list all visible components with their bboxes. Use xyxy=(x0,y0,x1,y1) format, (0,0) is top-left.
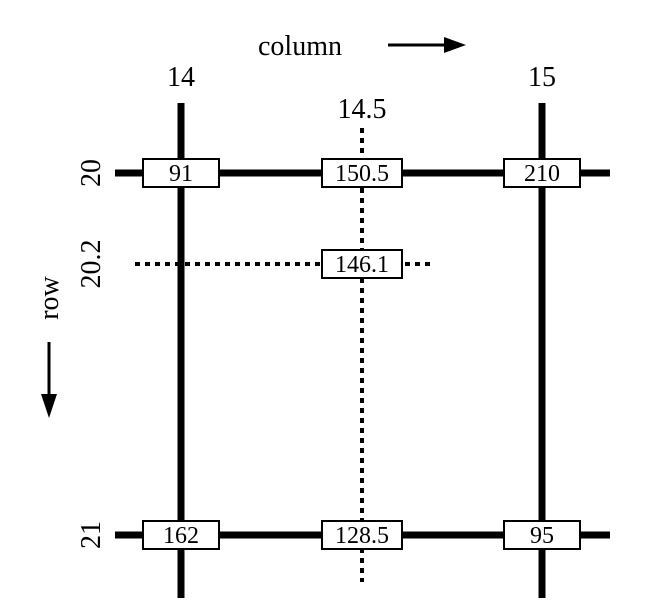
value-bottom-left: 162 xyxy=(163,523,199,549)
value-box-top-mid: 150.5 xyxy=(321,158,403,188)
column-axis-arrow-icon xyxy=(388,37,466,53)
row-axis-arrow-icon xyxy=(41,342,57,418)
value-box-top-left: 91 xyxy=(142,158,220,188)
column-label-14: 14 xyxy=(167,62,195,93)
value-box-top-right: 210 xyxy=(503,158,581,188)
row-label-20-2: 20.2 xyxy=(76,240,107,289)
value-box-bottom-mid: 128.5 xyxy=(321,520,403,550)
value-top-left: 91 xyxy=(169,161,193,187)
row-label-20: 20 xyxy=(76,159,107,187)
value-box-bottom-right: 95 xyxy=(503,520,581,550)
value-top-right: 210 xyxy=(524,161,560,187)
row-label-21: 21 xyxy=(76,521,107,549)
row-axis-label: row xyxy=(34,275,65,319)
value-center: 146.1 xyxy=(335,252,389,278)
column-label-15: 15 xyxy=(528,62,556,93)
value-top-mid: 150.5 xyxy=(335,161,389,187)
value-bottom-mid: 128.5 xyxy=(335,523,389,549)
value-box-center: 146.1 xyxy=(321,249,403,279)
column-axis-label: column xyxy=(258,31,342,62)
column-label-14-5: 14.5 xyxy=(338,94,387,125)
value-box-bottom-left: 162 xyxy=(142,520,220,550)
value-bottom-right: 95 xyxy=(530,523,554,549)
